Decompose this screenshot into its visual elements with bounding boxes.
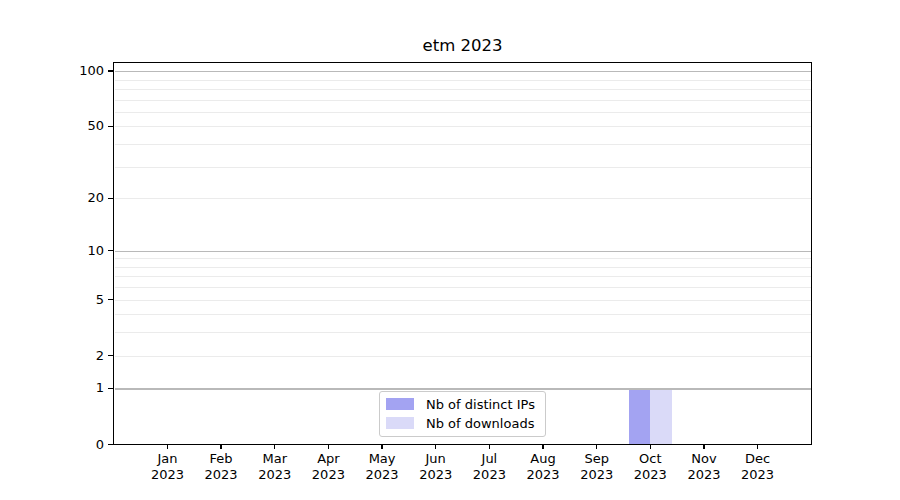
y-tick-label: 5 <box>34 292 104 308</box>
y-tick-label: 2 <box>34 348 104 364</box>
legend-item: Nb of downloads <box>386 415 545 431</box>
legend: Nb of distinct IPs Nb of downloads <box>379 391 546 437</box>
plot-area <box>113 62 812 445</box>
y-tick <box>108 388 113 389</box>
y-tick <box>108 70 113 71</box>
y-tick-label: 10 <box>34 243 104 259</box>
y-tick <box>108 444 113 445</box>
x-tick <box>435 445 436 450</box>
y-tick <box>108 198 113 199</box>
legend-item: Nb of distinct IPs <box>386 396 545 412</box>
x-tick <box>703 445 704 450</box>
y-tick <box>108 126 113 127</box>
legend-label: Nb of distinct IPs <box>426 397 535 412</box>
y-tick-label: 20 <box>34 190 104 206</box>
x-tick-label: Dec2023 <box>726 451 790 482</box>
legend-label: Nb of downloads <box>426 416 534 431</box>
x-tick <box>596 445 597 450</box>
x-tick <box>328 445 329 450</box>
y-tick <box>108 355 113 356</box>
figure: etm 2023 Nb of distinct IPs Nb of downloa… <box>0 0 900 500</box>
legend-swatch <box>386 398 414 410</box>
x-tick <box>274 445 275 450</box>
legend-swatch <box>386 417 414 429</box>
x-tick-year: 2023 <box>726 467 790 483</box>
y-tick <box>108 299 113 300</box>
x-tick <box>489 445 490 450</box>
y-tick <box>108 250 113 251</box>
chart-title: etm 2023 <box>113 36 812 56</box>
x-tick <box>542 445 543 450</box>
x-tick-month: Dec <box>726 451 790 467</box>
x-tick <box>167 445 168 450</box>
y-tick-label: 0 <box>34 437 104 453</box>
y-tick-label: 100 <box>34 63 104 79</box>
y-tick-label: 1 <box>34 380 104 396</box>
x-tick <box>650 445 651 450</box>
x-tick <box>381 445 382 450</box>
y-tick-label: 50 <box>34 118 104 134</box>
x-tick <box>757 445 758 450</box>
x-tick <box>220 445 221 450</box>
